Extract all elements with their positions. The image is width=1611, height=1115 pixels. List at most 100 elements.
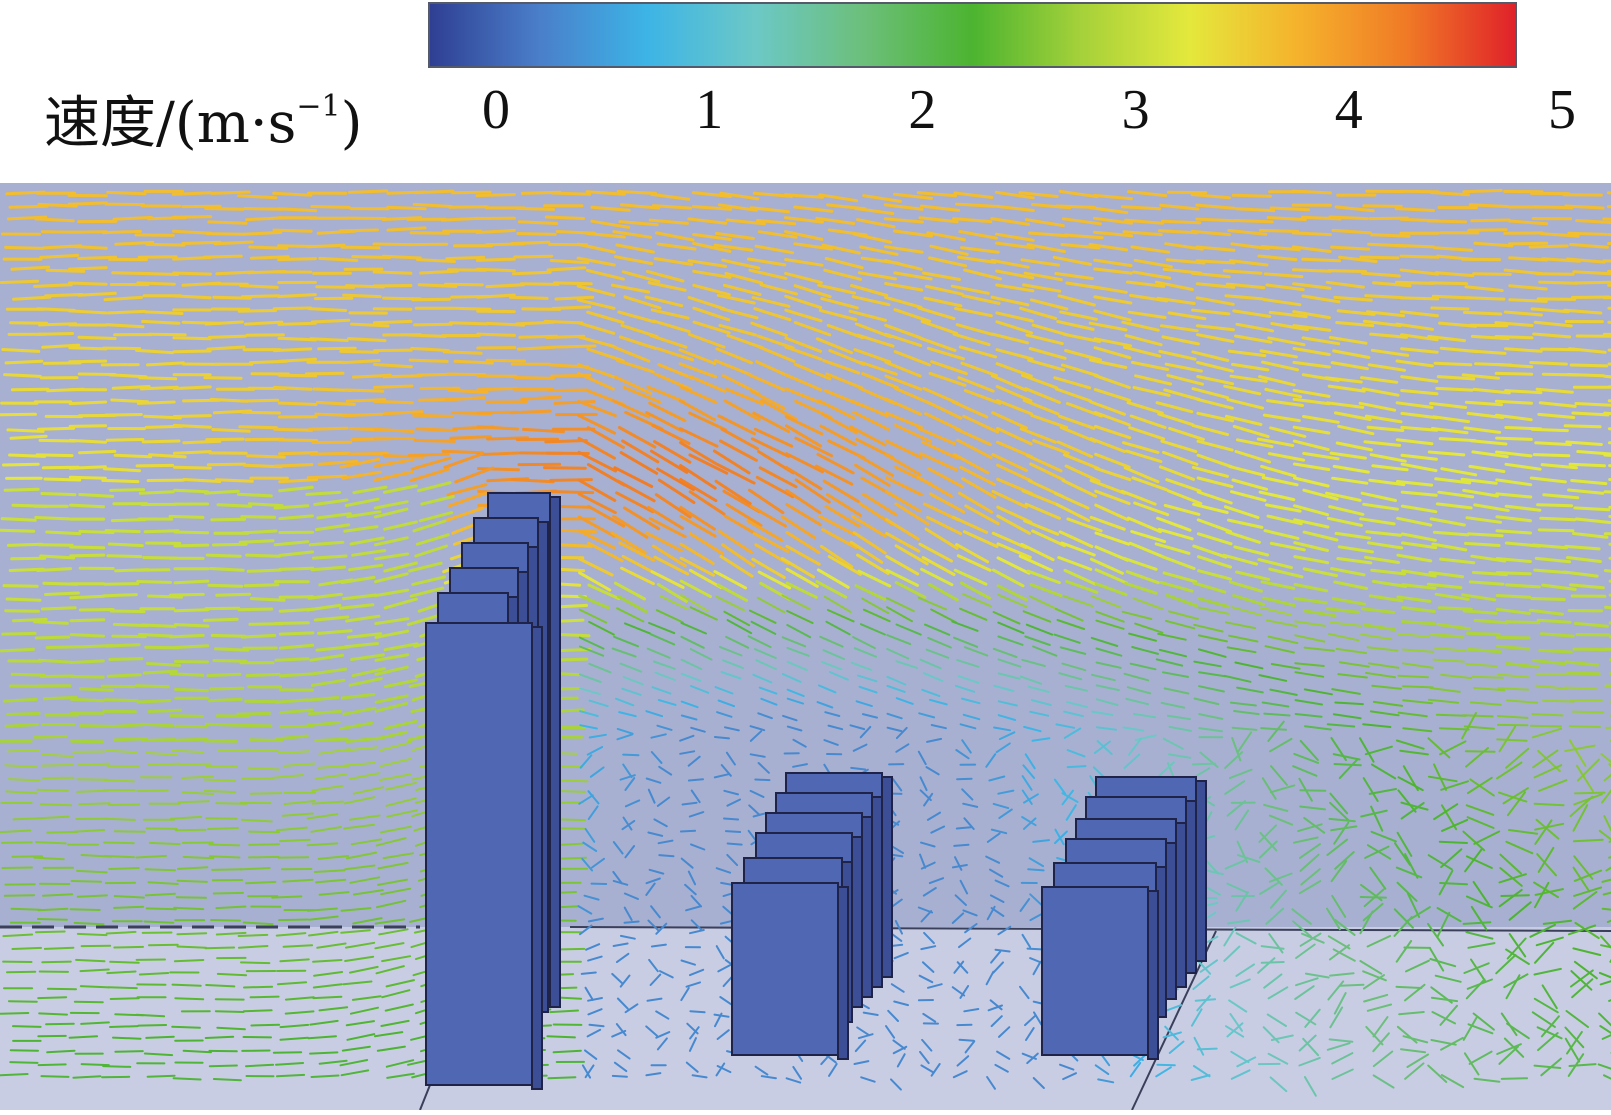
velocity-vector bbox=[551, 261, 588, 263]
velocity-vector bbox=[1573, 712, 1604, 713]
velocity-vector bbox=[240, 868, 270, 869]
velocity-vector bbox=[79, 337, 115, 338]
velocity-vector bbox=[613, 1076, 627, 1077]
velocity-vector bbox=[544, 468, 585, 469]
velocity-vector bbox=[13, 1026, 41, 1027]
velocity-vector bbox=[103, 595, 136, 596]
velocity-vector bbox=[12, 558, 45, 559]
velocity-vector bbox=[47, 832, 77, 833]
flow-field-canvas bbox=[0, 183, 1611, 1110]
velocity-vector bbox=[1335, 764, 1361, 765]
velocity-vector bbox=[1193, 764, 1215, 765]
velocity-vector bbox=[115, 455, 150, 456]
velocity-vector bbox=[112, 725, 143, 727]
velocity-vector bbox=[70, 477, 105, 478]
velocity-vector bbox=[36, 842, 66, 843]
velocity-vector bbox=[450, 323, 487, 324]
velocity-vector bbox=[414, 415, 452, 416]
velocity-vector bbox=[175, 960, 203, 961]
velocity-vector bbox=[249, 857, 279, 858]
velocity-vector bbox=[384, 376, 421, 377]
building-side bbox=[1186, 801, 1196, 973]
velocity-vector bbox=[1361, 257, 1398, 258]
velocity-vector bbox=[143, 740, 174, 741]
velocity-vector bbox=[1536, 443, 1571, 445]
velocity-vector bbox=[1574, 272, 1611, 274]
velocity-vector bbox=[104, 856, 134, 857]
velocity-vector bbox=[1538, 505, 1572, 506]
velocity-vector bbox=[6, 361, 42, 363]
velocity-vector bbox=[175, 532, 208, 533]
velocity-vector bbox=[1439, 608, 1471, 610]
velocity-vector bbox=[107, 645, 139, 646]
velocity-vector bbox=[211, 688, 243, 689]
velocity-vector bbox=[1538, 620, 1570, 622]
velocity-vector bbox=[312, 320, 348, 322]
velocity-vector bbox=[1432, 308, 1468, 309]
building-side bbox=[852, 837, 862, 1007]
velocity-vector bbox=[80, 495, 113, 497]
velocity-vector bbox=[12, 909, 41, 910]
velocity-vector bbox=[11, 323, 47, 324]
velocity-vector bbox=[110, 962, 139, 963]
flow-field-scene bbox=[0, 183, 1611, 1110]
velocity-vector bbox=[171, 716, 202, 717]
velocity-vector bbox=[1507, 585, 1540, 587]
velocity-vector bbox=[1532, 599, 1565, 600]
velocity-vector bbox=[206, 491, 239, 493]
velocity-vector bbox=[375, 401, 413, 402]
velocity-vector bbox=[174, 351, 210, 352]
velocity-vector bbox=[5, 375, 41, 377]
velocity-vector bbox=[12, 267, 49, 269]
velocity-vector bbox=[1437, 715, 1466, 716]
velocity-vector bbox=[1472, 677, 1502, 678]
velocity-vector bbox=[171, 594, 204, 595]
velocity-vector bbox=[1271, 208, 1308, 210]
velocity-vector bbox=[278, 209, 315, 211]
velocity-vector bbox=[1496, 401, 1531, 403]
velocity-vector bbox=[1604, 261, 1611, 262]
velocity-vector bbox=[148, 363, 184, 365]
velocity-vector bbox=[71, 661, 103, 663]
velocity-vector bbox=[143, 441, 179, 442]
velocity-vector bbox=[450, 207, 487, 208]
velocity-vector bbox=[174, 296, 210, 298]
velocity-vector bbox=[341, 351, 378, 352]
velocity-vector bbox=[1531, 363, 1567, 365]
velocity-vector bbox=[78, 934, 107, 935]
velocity-vector bbox=[552, 193, 589, 194]
velocity-vector bbox=[208, 347, 244, 349]
velocity-vector bbox=[954, 845, 968, 846]
velocity-vector bbox=[145, 531, 178, 532]
velocity-vector bbox=[171, 674, 203, 676]
velocity-vector bbox=[277, 1075, 304, 1076]
velocity-vector bbox=[1303, 259, 1340, 261]
velocity-vector bbox=[1541, 518, 1575, 520]
velocity-vector bbox=[1573, 413, 1608, 415]
velocity-vector bbox=[375, 350, 412, 351]
velocity-vector bbox=[281, 674, 313, 676]
velocity-vector bbox=[414, 204, 451, 206]
velocity-vector bbox=[141, 387, 177, 389]
velocity-vector bbox=[240, 427, 277, 428]
velocity-vector bbox=[724, 819, 738, 820]
velocity-vector bbox=[218, 750, 249, 751]
velocity-vector bbox=[71, 555, 104, 556]
velocity-vector bbox=[1570, 726, 1600, 727]
velocity-vector bbox=[69, 232, 106, 233]
velocity-vector bbox=[206, 322, 242, 324]
velocity-vector bbox=[242, 517, 275, 518]
velocity-vector bbox=[207, 724, 238, 725]
velocity-vector bbox=[342, 361, 379, 363]
velocity-vector bbox=[140, 492, 173, 494]
velocity-vector bbox=[246, 322, 282, 324]
velocity-vector bbox=[104, 469, 139, 471]
velocity-vector bbox=[71, 505, 104, 507]
velocity-vector bbox=[1606, 727, 1611, 728]
velocity-vector bbox=[137, 791, 168, 792]
velocity-vector bbox=[5, 895, 34, 896]
colorbar-tick-1: 1 bbox=[695, 78, 723, 142]
velocity-vector bbox=[206, 818, 236, 819]
velocity-vector bbox=[1570, 464, 1604, 466]
velocity-vector bbox=[1565, 426, 1600, 427]
